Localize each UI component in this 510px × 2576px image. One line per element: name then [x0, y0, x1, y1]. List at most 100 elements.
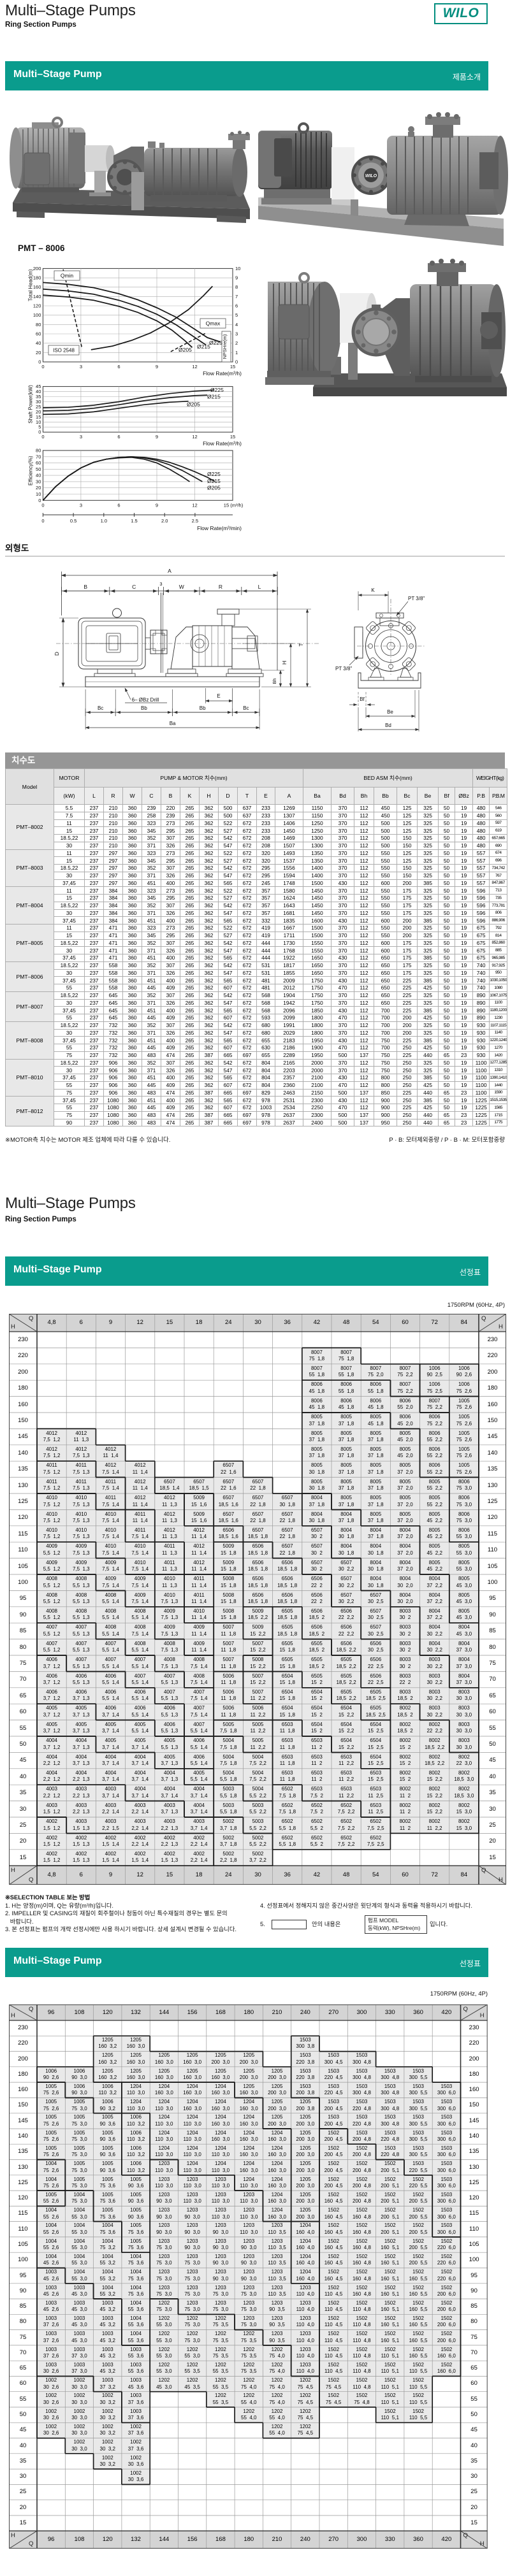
svg-text:80: 80	[36, 322, 41, 327]
svg-text:30: 30	[36, 399, 41, 405]
svg-text:0: 0	[235, 359, 238, 365]
svg-text:Ø205: Ø205	[207, 485, 221, 491]
svg-text:Ø205: Ø205	[187, 401, 200, 407]
svg-text:Bd: Bd	[385, 723, 391, 728]
svg-text:Ø215: Ø215	[207, 478, 221, 484]
svg-text:10: 10	[36, 491, 41, 497]
svg-text:3: 3	[235, 331, 238, 337]
svg-text:45: 45	[36, 384, 41, 389]
svg-text:2.0: 2.0	[161, 518, 168, 524]
svg-text:Ba: Ba	[170, 721, 176, 726]
svg-text:10: 10	[235, 266, 240, 271]
svg-text:100: 100	[33, 312, 41, 318]
svg-text:NPSHre(m): NPSHre(m)	[222, 334, 228, 359]
svg-text:180: 180	[33, 275, 41, 281]
svg-text:1.5: 1.5	[131, 518, 137, 524]
svg-text:3: 3	[80, 434, 82, 440]
svg-text:15: 15	[36, 414, 41, 420]
svg-text:50: 50	[36, 466, 41, 472]
svg-text:60: 60	[36, 460, 41, 466]
svg-text:Ø225: Ø225	[207, 471, 221, 477]
svg-text:Shaft Power(kW): Shaft Power(kW)	[27, 385, 33, 424]
svg-text:4: 4	[235, 322, 238, 327]
svg-text:5: 5	[235, 312, 238, 318]
svg-text:Qmax: Qmax	[206, 320, 221, 327]
svg-text:Efficiency(%): Efficiency(%)	[27, 456, 33, 486]
svg-text:2.5: 2.5	[192, 518, 198, 524]
svg-text:20: 20	[36, 350, 41, 356]
svg-text:E: E	[217, 693, 220, 699]
svg-text:Bb: Bb	[200, 705, 206, 711]
svg-text:Flow Rate(m³/h): Flow Rate(m³/h)	[203, 370, 242, 377]
svg-text:0: 0	[41, 364, 44, 370]
svg-text:H: H	[281, 661, 288, 665]
svg-text:Flow Rate(m³/h): Flow Rate(m³/h)	[203, 440, 242, 447]
svg-text:12: 12	[192, 364, 197, 370]
svg-text:3: 3	[80, 502, 82, 508]
svg-text:12: 12	[192, 502, 197, 508]
svg-text:9: 9	[156, 434, 158, 440]
svg-text:Be: Be	[387, 709, 393, 715]
svg-text:B: B	[84, 584, 87, 590]
svg-text:Ø205: Ø205	[178, 347, 192, 353]
svg-text:0: 0	[38, 429, 41, 435]
svg-text:40: 40	[36, 473, 41, 479]
svg-text:3: 3	[80, 364, 82, 370]
svg-text:0: 0	[41, 502, 44, 508]
svg-text:160: 160	[33, 284, 41, 290]
svg-text:35: 35	[36, 394, 41, 399]
svg-text:9: 9	[156, 364, 158, 370]
svg-text:120: 120	[33, 303, 41, 309]
svg-text:140: 140	[33, 294, 41, 299]
svg-text:60: 60	[36, 331, 41, 337]
svg-text:L: L	[258, 584, 261, 590]
svg-text:Bf: Bf	[360, 696, 365, 702]
svg-text:40: 40	[36, 389, 41, 394]
svg-text:20: 20	[36, 409, 41, 415]
svg-text:PT 3/8": PT 3/8"	[408, 596, 425, 601]
svg-text:1.0: 1.0	[101, 518, 107, 524]
svg-text:PMT – 8006: PMT – 8006	[18, 243, 65, 253]
svg-text:15: 15	[230, 434, 235, 440]
svg-text:A: A	[168, 568, 171, 574]
svg-text:W: W	[179, 584, 184, 590]
svg-text:Bh: Bh	[272, 678, 277, 684]
svg-text:0: 0	[41, 434, 44, 440]
svg-text:200: 200	[33, 266, 41, 271]
svg-text:0: 0	[38, 359, 41, 365]
svg-text:ISO 2548: ISO 2548	[53, 348, 75, 354]
svg-text:Ø225: Ø225	[209, 340, 222, 346]
svg-text:Bb: Bb	[141, 705, 147, 711]
svg-text:Ø215: Ø215	[197, 343, 210, 350]
svg-text:6– ØBz Drill: 6– ØBz Drill	[132, 697, 159, 703]
svg-text:8: 8	[235, 284, 238, 290]
svg-text:PT 3/8": PT 3/8"	[335, 666, 352, 672]
svg-text:10: 10	[36, 419, 41, 425]
svg-text:15: 15	[230, 364, 235, 370]
svg-text:R: R	[219, 584, 222, 590]
svg-text:6: 6	[117, 434, 120, 440]
svg-text:9: 9	[156, 502, 158, 508]
svg-text:15 (m³/h): 15 (m³/h)	[224, 502, 244, 508]
svg-text:1: 1	[235, 350, 238, 356]
svg-text:WILO: WILO	[365, 174, 377, 178]
svg-text:6: 6	[117, 502, 120, 508]
svg-text:Bc: Bc	[243, 705, 249, 711]
svg-text:Ø215: Ø215	[207, 394, 221, 400]
svg-text:외형도: 외형도	[5, 543, 29, 553]
svg-text:40: 40	[36, 340, 41, 346]
svg-text:0: 0	[41, 518, 44, 524]
svg-text:6: 6	[235, 303, 238, 309]
svg-text:Total Head(m): Total Head(m)	[27, 269, 33, 301]
svg-text:12: 12	[192, 434, 197, 440]
svg-text:25: 25	[36, 404, 41, 410]
svg-text:Ø225: Ø225	[210, 387, 224, 393]
svg-text:K: K	[371, 587, 375, 593]
svg-text:80: 80	[36, 448, 41, 454]
svg-text:3: 3	[159, 581, 162, 587]
svg-text:Bc: Bc	[98, 705, 103, 711]
svg-text:C: C	[132, 584, 136, 590]
svg-text:5: 5	[38, 424, 41, 430]
svg-text:70: 70	[36, 454, 41, 459]
svg-text:6: 6	[117, 364, 120, 370]
